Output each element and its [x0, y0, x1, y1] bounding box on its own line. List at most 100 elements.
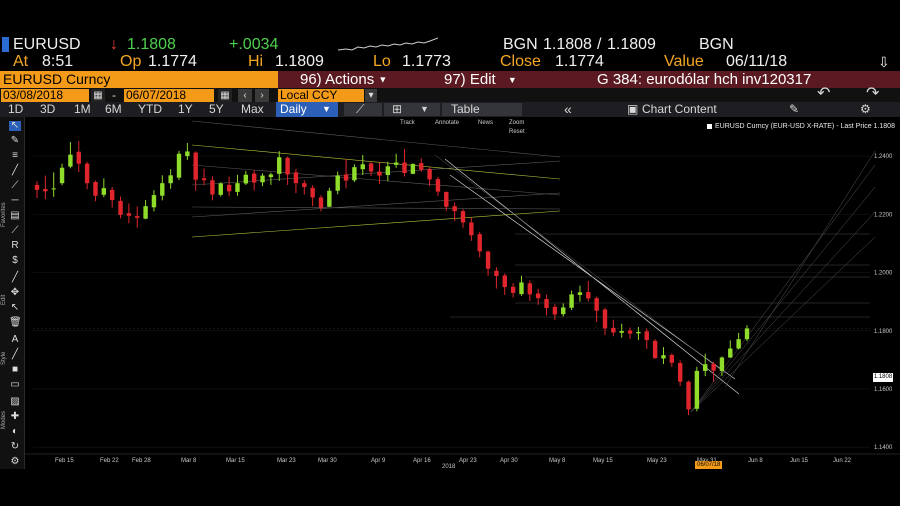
chart-id: G 384: eurodólar hch inv120317: [597, 71, 812, 88]
period-5y[interactable]: 5Y: [209, 102, 224, 116]
track-button[interactable]: Track: [400, 120, 415, 126]
retracement-icon[interactable]: R: [11, 240, 19, 251]
candle: [594, 296, 599, 323]
refresh-icon[interactable]: ↻: [10, 441, 20, 452]
move-icon[interactable]: ✥: [10, 287, 20, 298]
fibonacci-icon[interactable]: ≡: [12, 150, 18, 161]
candle-body: [435, 179, 441, 192]
chart-content-button[interactable]: Chart Content: [642, 102, 717, 116]
export-icon[interactable]: ⇩: [878, 54, 890, 70]
candle: [552, 304, 558, 320]
ticker[interactable]: EURUSD: [13, 36, 81, 53]
redo-icon[interactable]: ↷: [866, 85, 880, 102]
currency-select[interactable]: Local CCY: [278, 89, 364, 102]
ray-tool-icon[interactable]: ⟋: [11, 180, 19, 191]
select-icon[interactable]: ↖: [10, 302, 20, 313]
start-date-field[interactable]: 03/08/2018: [1, 89, 89, 102]
chart-type-button[interactable]: [344, 103, 382, 116]
delete-icon[interactable]: 🗑: [9, 317, 22, 328]
price-chart[interactable]: 1.1400 1.1600 1.1800 1.2000 1.2200 1.2400 Feb …: [25, 117, 900, 469]
reset-button[interactable]: Reset: [509, 129, 525, 135]
prev-period-icon[interactable]: ‹: [238, 89, 252, 102]
line-chart-icon: ⟋: [356, 102, 365, 116]
candle-body: [243, 174, 249, 184]
y-tick-label: 1.2200: [874, 212, 893, 218]
line-tool-icon[interactable]: ╱: [11, 165, 19, 176]
candle: [677, 360, 683, 387]
pencil-icon[interactable]: ✎: [10, 135, 20, 146]
candle-body: [677, 363, 683, 382]
last-date-tag: 06/07/18: [695, 461, 723, 469]
candle-body: [109, 189, 115, 201]
candle-body: [652, 340, 658, 359]
settings-gear-icon[interactable]: ⚙: [10, 456, 20, 467]
edit-menu[interactable]: 97) Edit ▼: [444, 71, 517, 88]
x-tick-label: Mar 30: [318, 458, 337, 464]
candle: [277, 151, 282, 181]
zoom-button[interactable]: Zoom: [509, 120, 525, 126]
period-ytd[interactable]: YTD: [138, 102, 162, 116]
candle-body: [460, 211, 466, 223]
candle-body: [368, 163, 374, 172]
undo-icon[interactable]: ↶: [817, 85, 831, 102]
actions-menu[interactable]: 96) Actions ▼: [300, 71, 387, 88]
candle-body: [285, 157, 290, 175]
x-tick-label: Apr 16: [413, 458, 431, 464]
security-marker: [2, 37, 9, 52]
candle-body: [427, 168, 432, 180]
x-tick-label: Feb 15: [55, 458, 74, 464]
pointer-icon[interactable]: ↖: [9, 120, 21, 131]
period-1d[interactable]: 1D: [8, 102, 24, 116]
candle-body: [210, 180, 215, 195]
chart-legend: EURUSD Curncy (EUR-USD X-RATE) - Last Pr…: [707, 123, 895, 130]
end-date-field[interactable]: 06/07/2018: [124, 89, 214, 102]
period-max[interactable]: Max: [241, 102, 264, 116]
candle-body: [694, 370, 700, 409]
candle-body: [619, 331, 624, 333]
function-bar: EURUSD Curncy 96) Actions ▼ 97) Edit ▼ G…: [0, 71, 900, 88]
candle-body: [510, 286, 516, 293]
security-title[interactable]: EURUSD Curncy: [0, 71, 278, 88]
candle-body: [360, 164, 365, 170]
calendar-icon[interactable]: ▦: [91, 89, 105, 102]
color-icon[interactable]: ▭: [10, 379, 20, 390]
candle: [268, 172, 274, 185]
period-1y[interactable]: 1Y: [178, 102, 193, 116]
line-style-icon[interactable]: ╱: [11, 349, 19, 360]
candle: [260, 173, 265, 187]
candle: [235, 174, 240, 196]
actions-menu-label: Actions: [325, 71, 375, 88]
period-3d[interactable]: 3D: [40, 102, 56, 116]
chart-area[interactable]: 1.1400 1.1600 1.1800 1.2000 1.2200 1.2400 Feb …: [25, 117, 900, 469]
magnet-icon[interactable]: ◐: [11, 426, 19, 437]
collapse-icon[interactable]: «: [564, 101, 572, 117]
fill-icon[interactable]: ■: [11, 364, 19, 375]
candle: [126, 203, 132, 224]
price-label-icon[interactable]: $: [12, 255, 18, 266]
caret-down-icon[interactable]: ▾: [365, 89, 377, 102]
annotate-button[interactable]: Annotate: [435, 120, 460, 126]
channel-tool-icon[interactable]: ▤: [10, 210, 20, 221]
draw-line-icon[interactable]: ╱: [11, 272, 19, 283]
x-tick-label: Feb 28: [132, 458, 151, 464]
next-period-icon[interactable]: ›: [255, 89, 269, 102]
news-button[interactable]: News: [478, 120, 494, 126]
candle: [185, 143, 190, 160]
period-1m[interactable]: 1M: [74, 102, 91, 116]
settings-gear-icon[interactable]: ⚙: [860, 102, 871, 116]
hatch-icon[interactable]: ▨: [10, 396, 20, 407]
candle: [527, 280, 533, 302]
trend-tool-icon[interactable]: ⟋: [11, 225, 19, 236]
x-tick-label: May 15: [593, 458, 613, 464]
frequency-select[interactable]: Daily ▼: [276, 102, 338, 117]
edit-chart-icon[interactable]: ✎: [789, 102, 800, 116]
high-label: Hi: [248, 53, 264, 70]
crosshair-icon[interactable]: ✚: [10, 411, 20, 422]
candle-body: [327, 190, 332, 207]
horizontal-line-icon[interactable]: ─: [11, 195, 19, 206]
compare-button[interactable]: [384, 103, 440, 116]
period-6m[interactable]: 6M: [105, 102, 122, 116]
calendar-icon[interactable]: ▦: [218, 89, 232, 102]
table-button[interactable]: [442, 103, 522, 116]
text-style-icon[interactable]: A: [11, 334, 19, 345]
